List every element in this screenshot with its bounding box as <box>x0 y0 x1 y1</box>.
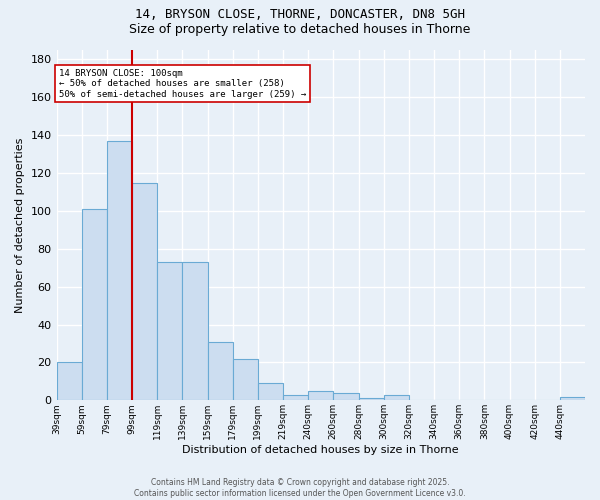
Bar <box>132 182 157 400</box>
Bar <box>208 342 233 400</box>
Bar <box>560 396 585 400</box>
Bar <box>334 392 359 400</box>
X-axis label: Distribution of detached houses by size in Thorne: Distribution of detached houses by size … <box>182 445 459 455</box>
Text: 14, BRYSON CLOSE, THORNE, DONCASTER, DN8 5GH: 14, BRYSON CLOSE, THORNE, DONCASTER, DN8… <box>135 8 465 20</box>
Text: Contains HM Land Registry data © Crown copyright and database right 2025.
Contai: Contains HM Land Registry data © Crown c… <box>134 478 466 498</box>
Bar <box>82 209 107 400</box>
Bar <box>107 141 132 401</box>
Text: 14 BRYSON CLOSE: 100sqm
← 50% of detached houses are smaller (258)
50% of semi-d: 14 BRYSON CLOSE: 100sqm ← 50% of detache… <box>59 69 307 98</box>
Bar <box>283 394 308 400</box>
Text: Size of property relative to detached houses in Thorne: Size of property relative to detached ho… <box>130 22 470 36</box>
Bar <box>308 391 334 400</box>
Bar <box>383 394 409 400</box>
Bar <box>258 384 283 400</box>
Bar <box>182 262 208 400</box>
Bar <box>56 362 82 401</box>
Bar <box>157 262 182 400</box>
Bar <box>233 358 258 401</box>
Bar <box>359 398 383 400</box>
Y-axis label: Number of detached properties: Number of detached properties <box>15 138 25 313</box>
